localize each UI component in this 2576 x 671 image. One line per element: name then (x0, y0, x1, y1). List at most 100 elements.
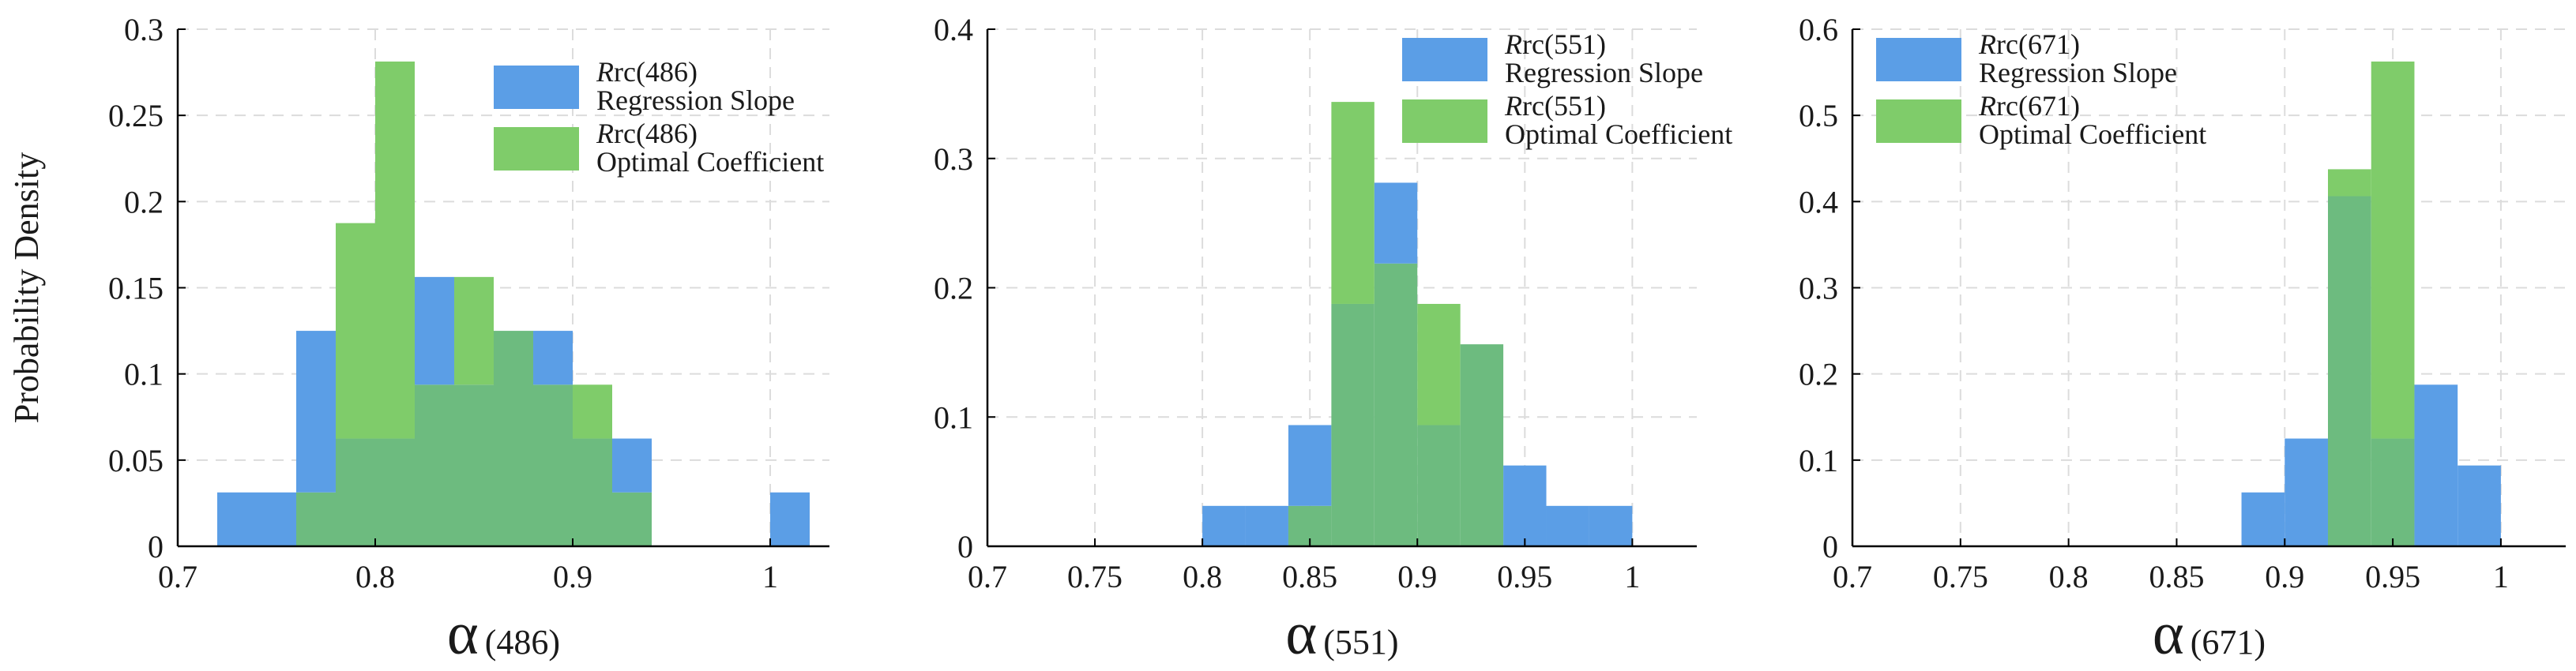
y-tick-label: 0.1 (1799, 443, 1838, 478)
bar-regression-slope (1202, 505, 1246, 546)
x-tick-label: 0.95 (1497, 559, 1552, 594)
bar-overlap (375, 438, 415, 546)
y-tick-label: 0.4 (1799, 184, 1838, 219)
bar-regression-slope (257, 492, 296, 546)
legend-swatch-optimal (1876, 99, 1961, 143)
bar-overlap (296, 492, 336, 546)
bar-regression-slope (296, 331, 336, 493)
histogram-bars (217, 61, 810, 546)
legend-label-line1: Rrc(486) (596, 56, 698, 88)
y-tick-label: 0.2 (934, 271, 973, 306)
bar-regression-slope (2414, 384, 2458, 546)
legend-swatch-regression (1402, 38, 1487, 81)
y-tick-label: 0.2 (124, 184, 164, 219)
bar-optimal-coefficient (2371, 61, 2415, 439)
y-tick-label: 0.4 (934, 12, 973, 47)
legend-swatch-regression (1876, 38, 1961, 81)
bar-optimal-coefficient (1331, 102, 1374, 304)
bar-overlap (2328, 196, 2371, 546)
bar-overlap (1417, 425, 1461, 546)
bar-regression-slope (2458, 465, 2501, 546)
y-tick-label: 0.1 (124, 357, 164, 392)
x-tick-label: 0.8 (1183, 559, 1222, 594)
bar-optimal-coefficient (454, 276, 494, 385)
y-tick-label: 0.3 (934, 141, 973, 177)
bar-overlap (1460, 344, 1504, 546)
x-tick-label: 0.8 (2049, 559, 2089, 594)
x-tick-label: 0.95 (2365, 559, 2420, 594)
legend-label-line2: Optimal Coefficient (596, 146, 824, 178)
bar-overlap (573, 438, 612, 546)
legend-label-line2: Regression Slope (1979, 57, 2177, 88)
histogram-bars (2241, 61, 2501, 546)
histogram-bars (1202, 102, 1633, 546)
bar-overlap (415, 384, 454, 546)
y-tick-label: 0 (1822, 529, 1838, 564)
bar-overlap (1374, 263, 1418, 546)
x-tick-label: 0.75 (1933, 559, 1988, 594)
bar-regression-slope (2241, 492, 2285, 546)
legend-label-line1: Rrc(671) (1978, 90, 2080, 122)
x-axis-label: α (486) (447, 601, 560, 667)
bar-optimal-coefficient (375, 61, 415, 439)
bar-overlap (336, 438, 375, 546)
x-tick-label: 0.8 (355, 559, 395, 594)
y-tick-label: 0.1 (934, 399, 973, 435)
x-tick-label: 0.7 (158, 559, 197, 594)
x-tick-label: 0.9 (553, 559, 592, 594)
bar-regression-slope (1374, 182, 1418, 264)
bar-regression-slope (217, 492, 257, 546)
legend-label-line1: Rrc(671) (1978, 28, 2080, 60)
x-tick-label: 0.9 (2265, 559, 2304, 594)
x-tick-label: 0.85 (2149, 559, 2204, 594)
chart-panel-3: 0.7 0.75 0.8 0.85 0.9 0.95 1 0 0.1 0.2 0.3 0.4 0.5 0.… (1799, 12, 2566, 667)
x-tick-label: 0.85 (1282, 559, 1337, 594)
legend-label-line2: Optimal Coefficient (1979, 118, 2206, 150)
bar-overlap (1331, 303, 1374, 546)
bar-regression-slope (533, 331, 573, 385)
bar-regression-slope (1589, 505, 1633, 546)
y-tick-label: 0 (957, 529, 973, 564)
legend-swatch-optimal (1402, 99, 1487, 143)
bar-optimal-coefficient (336, 223, 375, 439)
bar-optimal-coefficient (2328, 169, 2371, 197)
x-tick-label: 0.7 (1833, 559, 1872, 594)
y-tick-label: 0.3 (124, 12, 164, 47)
legend-label-line2: Regression Slope (596, 84, 795, 116)
bar-regression-slope (2285, 438, 2328, 546)
bar-regression-slope (1503, 465, 1547, 546)
y-tick-label: 0.2 (1799, 357, 1838, 392)
legend-swatch-regression (494, 66, 579, 109)
legend: Rrc(486)Regression SlopeRrc(486)Optimal … (494, 56, 824, 178)
bar-overlap (533, 384, 573, 546)
bar-overlap (494, 331, 533, 546)
bar-overlap (612, 492, 652, 546)
legend-label-line1: Rrc(486) (596, 118, 698, 149)
x-tick-label: 1 (1624, 559, 1640, 594)
y-tick-label: 0 (148, 529, 164, 564)
bar-regression-slope (415, 276, 454, 385)
x-tick-label: 1 (762, 559, 778, 594)
x-tick-label: 0.7 (968, 559, 1007, 594)
y-tick-label: 0.6 (1799, 12, 1838, 47)
x-tick-label: 1 (2493, 559, 2509, 594)
legend-swatch-optimal (494, 127, 579, 171)
chart-panel-2: 0.7 0.75 0.8 0.85 0.9 0.95 1 0 0.1 0.2 0.3 0.4 α (551… (934, 12, 1732, 667)
bar-regression-slope (770, 492, 810, 546)
bar-overlap (2371, 438, 2415, 546)
x-axis-label: α (551) (1285, 601, 1398, 667)
chart-panel-1: 0.7 0.8 0.9 1 0 0.05 0.1 0.15 0.2 0.25 0.3 α (486) Pr… (7, 12, 829, 667)
legend-label-line2: Optimal Coefficient (1505, 118, 1732, 150)
y-tick-label: 0.25 (108, 98, 164, 133)
y-tick-label: 0.05 (108, 443, 164, 478)
bar-regression-slope (1245, 505, 1288, 546)
x-axis-label: α (671) (2153, 601, 2266, 667)
legend-label-line1: Rrc(551) (1504, 90, 1606, 122)
y-tick-label: 0.5 (1799, 98, 1838, 133)
bar-optimal-coefficient (1417, 303, 1461, 425)
y-tick-label: 0.15 (108, 271, 164, 306)
y-axis-label: Probability Density (7, 152, 46, 423)
x-tick-label: 0.9 (1397, 559, 1437, 594)
y-tick-label: 0.3 (1799, 271, 1838, 306)
